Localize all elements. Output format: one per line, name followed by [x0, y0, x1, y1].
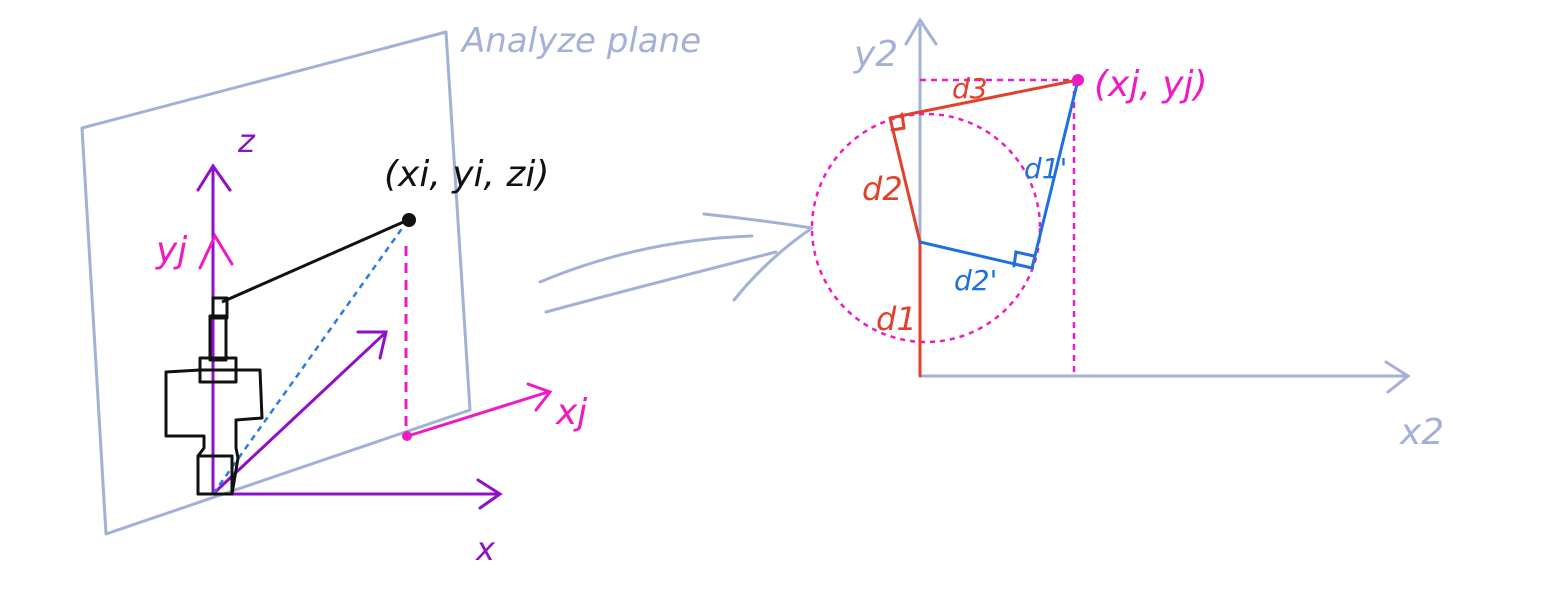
z-axis-label: z	[237, 122, 256, 160]
yj-axis-arrowhead-icon	[198, 232, 234, 270]
y2-axis-arrowhead-icon	[904, 17, 938, 46]
d2-label: d2	[862, 170, 903, 208]
d1-prime-label: d1'	[1024, 152, 1067, 185]
target-point-2d	[1072, 74, 1084, 86]
x2-axis-arrowhead-icon	[1384, 360, 1411, 394]
right-figure: y2 x2 (xj, yj) d1 d2 d3 d1' d2'	[810, 17, 1444, 453]
z-axis-arrowhead-icon	[196, 163, 232, 192]
d1-label: d1	[876, 300, 917, 338]
target-point-3d	[402, 213, 416, 227]
x-axis-label: x	[475, 530, 496, 568]
robot-arm-line	[221, 218, 409, 304]
y-axis	[211, 332, 386, 496]
analyze-plane	[80, 30, 472, 536]
robot-icon	[164, 296, 264, 496]
x-axis-arrowhead-icon	[476, 478, 503, 510]
d3-label: d3	[952, 72, 988, 105]
xj-axis-label: xj	[555, 392, 587, 433]
left-figure: Analyze plane z x yj xj	[80, 21, 701, 568]
x2-axis-label: x2	[1399, 412, 1444, 453]
origin-to-point-dashed-line	[211, 219, 410, 495]
analyze-plane-label: Analyze plane	[460, 21, 701, 61]
projected-foot-point	[402, 431, 412, 441]
big-right-arrow-icon	[538, 212, 814, 314]
y-axis-arrowhead-icon	[356, 330, 388, 360]
y2-axis-label: y2	[853, 34, 898, 75]
d2-prime-label: d2'	[954, 264, 997, 297]
xj-axis	[407, 390, 549, 438]
target-point-3d-label: (xi, yi, zi)	[384, 154, 549, 195]
blue-link-chain	[918, 78, 1080, 270]
red-link-chain	[888, 78, 1080, 378]
yj-axis-label: yj	[155, 230, 187, 271]
xj-axis-arrowhead-icon	[526, 382, 553, 412]
reach-circle	[810, 112, 1042, 344]
target-point-2d-label: (xj, yj)	[1094, 64, 1208, 105]
